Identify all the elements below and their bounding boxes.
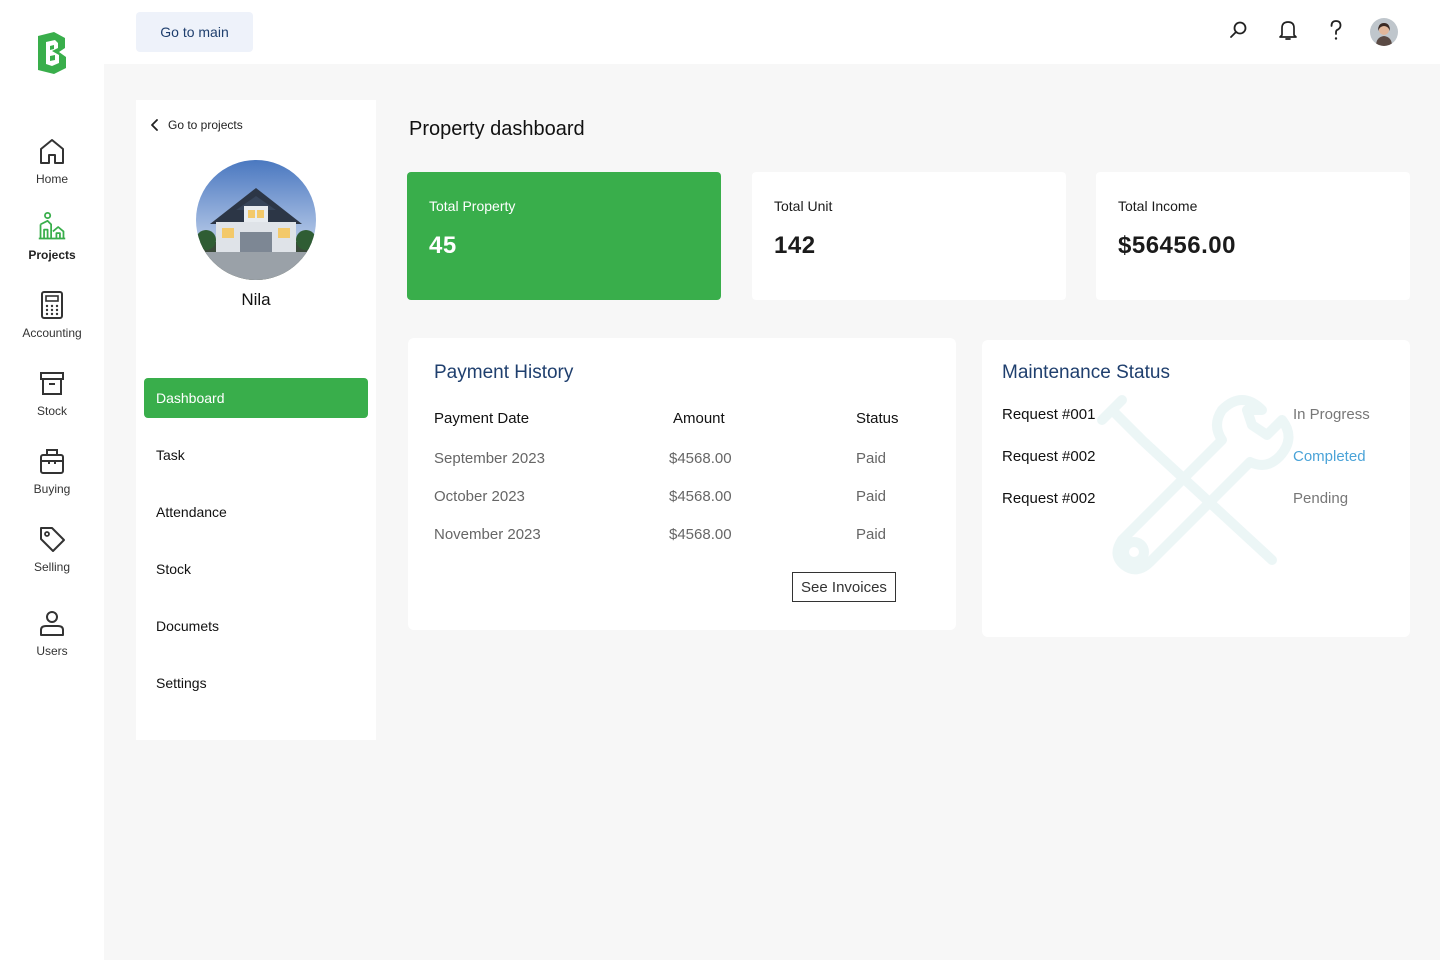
go-to-projects-label: Go to projects <box>168 118 243 132</box>
user-avatar-icon <box>1370 18 1398 46</box>
amount-cell: $4568.00 <box>669 526 732 543</box>
rail-item-label: Buying <box>33 482 71 496</box>
calculator-icon <box>41 291 63 319</box>
project-nav-dashboard[interactable]: Dashboard <box>144 378 368 418</box>
project-image <box>196 160 316 280</box>
main-area: Go to projects <box>104 64 1440 960</box>
rail-item-accounting[interactable]: Accounting <box>0 290 104 340</box>
rail-item-label: Home <box>35 172 68 186</box>
request-id: Request #001 <box>1002 406 1096 423</box>
status-cell: Paid <box>856 488 887 505</box>
stat-value: $56456.00 <box>1118 232 1236 259</box>
avatar[interactable] <box>1370 18 1398 46</box>
project-nav-task[interactable]: Task <box>156 447 185 463</box>
maintenance-status-title: Maintenance Status <box>1002 362 1170 383</box>
stat-label: Total Property <box>429 198 516 214</box>
shopping-bag-icon <box>40 449 64 474</box>
table-header: Amount <box>673 410 725 427</box>
projects-icon <box>38 212 66 240</box>
search-icon[interactable] <box>1226 18 1250 42</box>
chevron-left-icon <box>151 119 158 131</box>
rail-item-label: Selling <box>33 560 71 574</box>
request-id: Request #002 <box>1002 448 1096 465</box>
top-bar: Go to main <box>104 0 1440 64</box>
go-to-main-button[interactable]: Go to main <box>136 12 253 52</box>
left-rail: Home Projects Accounting Stock <box>0 0 104 960</box>
rail-item-home[interactable]: Home <box>0 136 104 186</box>
project-name: Nila <box>241 290 271 309</box>
stat-card-total-property: Total Property 45 <box>407 172 721 300</box>
table-header: Payment Date <box>434 410 530 427</box>
rail-item-selling[interactable]: Selling <box>0 524 104 574</box>
project-nav-stock[interactable]: Stock <box>156 561 192 577</box>
project-nav-attendance[interactable]: Attendance <box>156 504 227 520</box>
project-panel: Go to projects <box>136 100 376 740</box>
amount-cell: $4568.00 <box>669 488 732 505</box>
request-id: Request #002 <box>1002 490 1096 507</box>
wrench-screwdriver-icon <box>1097 395 1294 575</box>
stat-card-total-unit: Total Unit 142 <box>752 172 1066 300</box>
rail-item-stock[interactable]: Stock <box>0 368 104 418</box>
payment-date-cell: November 2023 <box>434 526 541 543</box>
project-nav-settings[interactable]: Settings <box>156 675 207 691</box>
list-item[interactable]: Request #002 Pending <box>1002 490 1392 510</box>
payment-history-title: Payment History <box>434 362 574 383</box>
house-photo-icon <box>196 160 316 280</box>
maintenance-status-card: Maintenance Status Request #001 In Progr… <box>982 340 1410 637</box>
archive-box-icon <box>40 372 64 395</box>
stat-card-total-income: Total Income $56456.00 <box>1096 172 1410 300</box>
rail-item-buying[interactable]: Buying <box>0 446 104 496</box>
help-icon[interactable] <box>1324 18 1348 42</box>
rail-item-users[interactable]: Users <box>0 608 104 658</box>
status-badge: In Progress <box>1293 406 1370 423</box>
payment-date-cell: October 2023 <box>434 488 525 505</box>
page-title: Property dashboard <box>409 118 585 140</box>
user-icon <box>40 611 64 636</box>
payment-date-cell: September 2023 <box>434 450 545 467</box>
status-badge: Pending <box>1293 490 1349 507</box>
status-cell: Paid <box>856 450 887 467</box>
bell-icon[interactable] <box>1276 18 1300 42</box>
stat-label: Total Income <box>1118 198 1198 214</box>
see-invoices-button[interactable]: See Invoices <box>792 572 896 602</box>
stat-value: 45 <box>429 232 457 259</box>
status-cell: Paid <box>856 526 887 543</box>
table-header: Status <box>856 410 899 427</box>
payment-history-card: Payment History Payment Date Amount Stat… <box>408 338 956 630</box>
go-to-projects-link[interactable]: Go to projects <box>150 118 243 132</box>
rail-item-label: Users <box>36 644 68 658</box>
home-icon <box>40 139 64 164</box>
rail-item-label: Stock <box>36 404 67 418</box>
rail-item-label: Accounting <box>22 326 82 340</box>
stat-value: 142 <box>774 232 816 259</box>
rail-item-projects[interactable]: Projects <box>0 212 104 262</box>
rail-item-label: Projects <box>28 248 76 262</box>
brand-logo-icon[interactable] <box>34 30 70 76</box>
amount-cell: $4568.00 <box>669 450 732 467</box>
list-item[interactable]: Request #002 Completed <box>1002 448 1392 468</box>
tag-icon <box>40 527 65 552</box>
status-badge: Completed <box>1293 448 1366 465</box>
list-item[interactable]: Request #001 In Progress <box>1002 406 1392 426</box>
project-nav-documents[interactable]: Documets <box>156 618 220 634</box>
stat-label: Total Unit <box>774 198 833 214</box>
